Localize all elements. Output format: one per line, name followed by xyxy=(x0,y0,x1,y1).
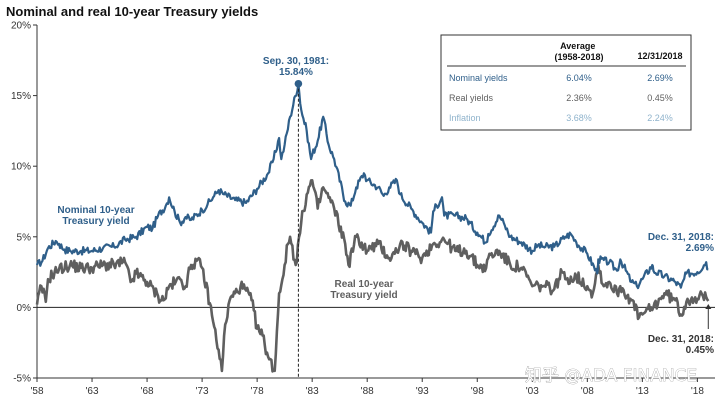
table-header-average-line1: Average xyxy=(560,41,595,51)
y-tick-label: 0% xyxy=(17,303,32,314)
peak-marker xyxy=(294,79,303,88)
summary-table-box xyxy=(440,34,692,131)
peak-label: Sep. 30, 1981: 15.84% xyxy=(263,56,329,78)
nominal-yield-line xyxy=(35,82,709,290)
table-row-end: 2.69% xyxy=(647,73,673,83)
table-row-end: 0.45% xyxy=(647,93,673,103)
y-tick-label: 15% xyxy=(11,91,31,102)
real-series-label: Real 10-year Treasury yield xyxy=(330,279,397,301)
chart-title: Nominal and real 10-year Treasury yields xyxy=(6,4,258,19)
real-yield-line xyxy=(35,179,710,373)
x-tick-label: '98 xyxy=(471,386,484,397)
table-row-average: 3.68% xyxy=(566,113,592,123)
x-tick-label: '78 xyxy=(251,386,264,397)
series-lines xyxy=(35,82,710,373)
x-tick-label: '63 xyxy=(86,386,99,397)
table-row-label: Nominal yields xyxy=(449,73,508,83)
table-row-end: 2.24% xyxy=(647,113,673,123)
y-tick-label: 20% xyxy=(11,21,31,32)
annotations: Sep. 30, 1981: 15.84% Nominal 10-year Treas… xyxy=(57,56,714,378)
table-header-date: 12/31/2018 xyxy=(637,51,682,61)
y-tick-label: 10% xyxy=(11,162,31,173)
x-tick-label: '68 xyxy=(141,386,154,397)
table-row-average: 2.36% xyxy=(566,93,592,103)
real-end-label: Dec. 31, 2018: 0.45% xyxy=(648,334,714,356)
nominal-series-label: Nominal 10-year Treasury yield xyxy=(57,205,134,227)
table-header-average: Average (1958-2018) xyxy=(554,41,603,62)
x-tick-label: '58 xyxy=(30,386,43,397)
table-row-label: Real yields xyxy=(449,93,494,103)
table-row-average: 6.04% xyxy=(566,73,592,83)
x-tick-label: '93 xyxy=(416,386,429,397)
table-rows: Nominal yields 6.04% 2.69% Real yields 2.36%… xyxy=(449,73,673,123)
x-tick-label: '18 xyxy=(691,386,704,397)
y-tick-label: 5% xyxy=(17,232,32,243)
x-tick-label: '03 xyxy=(526,386,539,397)
y-axis-ticks: -5% 0% 5% 10% 15% 20% xyxy=(11,21,37,385)
watermark-text: 知乎 @ADA FINANCE xyxy=(525,366,697,386)
x-axis-ticks: '58 '63 '68 '73 '78 '83 '88 '93 '98 '03 '08 '13 '18 xyxy=(30,378,704,397)
nominal-end-label: Dec. 31, 2018: 2.69% xyxy=(648,232,714,254)
x-tick-label: '13 xyxy=(636,386,649,397)
axes xyxy=(36,25,715,379)
summary-table: Average (1958-2018) 12/31/2018 Nominal y… xyxy=(440,34,692,131)
table-row-label: Inflation xyxy=(449,113,481,123)
x-tick-label: '83 xyxy=(306,386,319,397)
y-tick-label: -5% xyxy=(13,374,31,385)
x-tick-label: '88 xyxy=(361,386,374,397)
table-header-average-line2: (1958-2018) xyxy=(554,52,603,62)
real-end-arrowhead xyxy=(705,304,712,310)
x-tick-label: '73 xyxy=(196,386,209,397)
x-tick-label: '08 xyxy=(581,386,594,397)
